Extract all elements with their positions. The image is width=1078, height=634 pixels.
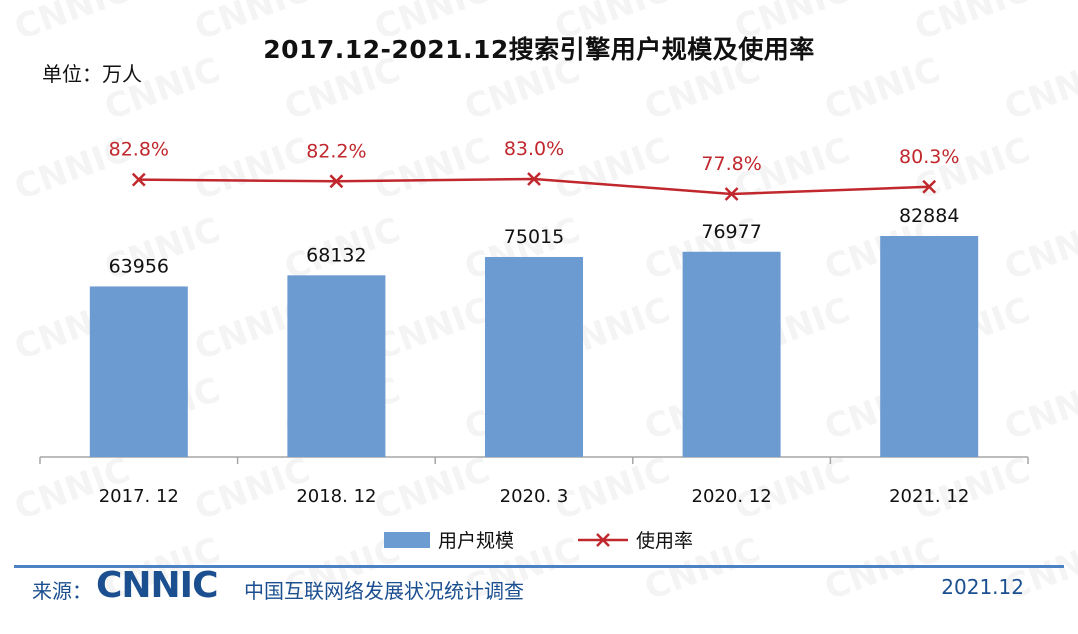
source-label: 来源： xyxy=(32,579,92,603)
usage-rate-label-1: 82.2% xyxy=(306,140,366,162)
chart-title: 2017.12-2021.12搜索引擎用户规模及使用率 xyxy=(263,35,815,64)
cnnic-logo: CNNIC xyxy=(96,565,218,606)
usage-rate-label-2: 83.0% xyxy=(504,138,564,160)
category-label-2: 2020. 3 xyxy=(500,486,569,507)
bar-4 xyxy=(880,236,979,457)
usage-rate-label-3: 77.8% xyxy=(701,153,761,175)
usage-rate-line xyxy=(138,177,930,196)
usage-rate-marker-2 xyxy=(527,172,541,186)
bar-label-4: 82884 xyxy=(899,205,959,227)
unit-label: 单位：万人 xyxy=(42,62,142,86)
bar-1 xyxy=(287,275,386,457)
bar-label-0: 63956 xyxy=(109,255,169,277)
bar-label-3: 76977 xyxy=(701,221,761,243)
usage-rate-label-0: 82.8% xyxy=(109,139,169,161)
source-date: 2021.12 xyxy=(941,575,1024,599)
category-label-0: 2017. 12 xyxy=(99,486,179,507)
legend-line-label: 使用率 xyxy=(636,530,693,552)
usage-rate-marker-3 xyxy=(724,187,739,201)
bar-0 xyxy=(89,286,188,457)
legend-bar-label: 用户规模 xyxy=(438,530,514,552)
usage-rate-marker-1 xyxy=(329,174,344,189)
footer-divider xyxy=(14,565,1064,568)
category-label-4: 2021. 12 xyxy=(889,486,969,507)
usage-rate-marker-0 xyxy=(131,172,146,187)
legend: 用户规模 使用率 xyxy=(384,530,693,552)
category-label-3: 2020. 12 xyxy=(692,486,772,507)
bar-label-1: 68132 xyxy=(306,244,366,266)
usage-rate-marker-4 xyxy=(922,179,937,194)
source-name: 中国互联网络发展状况统计调查 xyxy=(244,579,524,603)
category-label-1: 2018. 12 xyxy=(296,486,376,507)
usage-rate-label-4: 80.3% xyxy=(899,146,959,168)
bar-2 xyxy=(485,256,583,457)
bar-3 xyxy=(682,251,781,457)
bar-label-2: 75015 xyxy=(504,226,564,248)
legend-bar-swatch xyxy=(384,532,430,548)
